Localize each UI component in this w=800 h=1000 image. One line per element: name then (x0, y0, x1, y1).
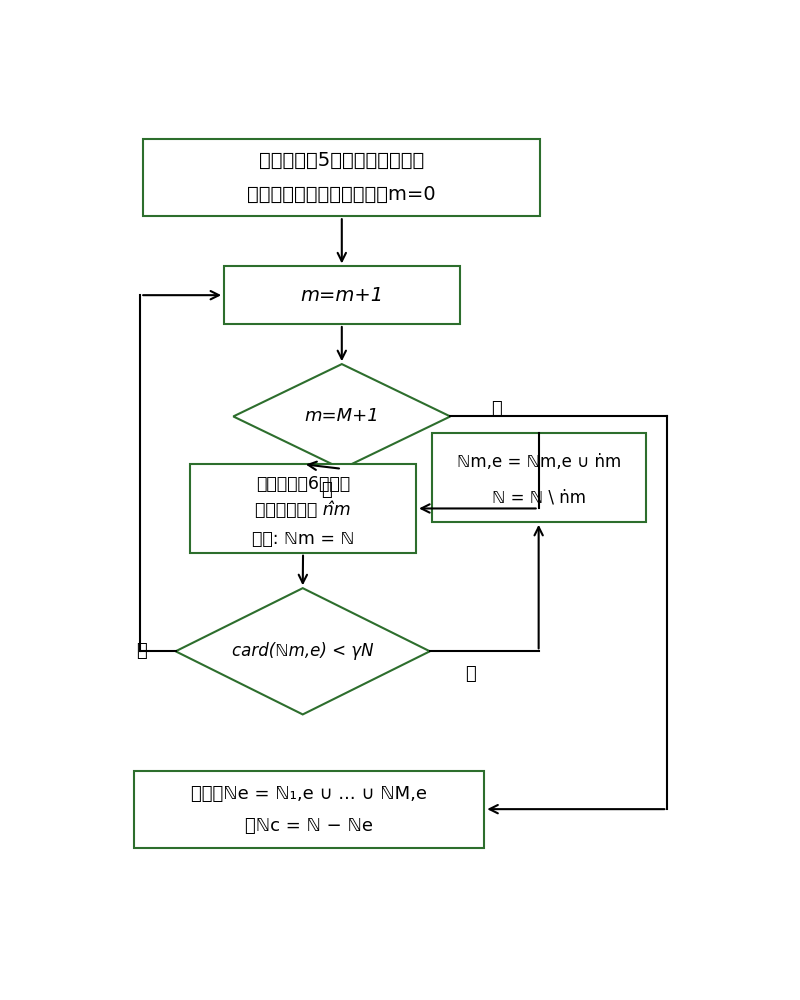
Text: m=M+1: m=M+1 (305, 407, 379, 425)
Text: card(ℕm,e) < γN: card(ℕm,e) < γN (232, 642, 374, 660)
Text: 得到：ℕe = ℕ₁,e ∪ ... ∪ ℕM,e: 得到：ℕe = ℕ₁,e ∪ ... ∪ ℕM,e (191, 785, 427, 803)
Text: 否: 否 (321, 481, 332, 499)
Text: 根据公式（6），选: 根据公式（6），选 (256, 475, 350, 493)
Bar (432, 433, 646, 522)
Text: ℕm,e = ℕm,e ∪ ṅm: ℕm,e = ℕm,e ∪ ṅm (457, 453, 621, 471)
Bar (190, 464, 416, 553)
Text: 是: 是 (491, 400, 502, 418)
Polygon shape (234, 364, 450, 469)
Text: 根据公式（5），计算每个接入: 根据公式（5），计算每个接入 (259, 151, 425, 170)
Bar (134, 771, 485, 848)
Text: m=m+1: m=m+1 (300, 286, 383, 305)
Text: 且ℕc = ℕ − ℕe: 且ℕc = ℕ − ℕe (246, 817, 374, 835)
Text: 否: 否 (136, 642, 147, 660)
Text: 是: 是 (465, 665, 475, 683)
Bar (224, 266, 459, 324)
Text: 择最优子载波 n̂m: 择最优子载波 n̂m (255, 501, 351, 519)
Bar (143, 139, 540, 216)
Text: 点边缘用户数据速率。并设m=0: 点边缘用户数据速率。并设m=0 (247, 185, 436, 204)
Text: 并设: ℕm = ℕ: 并设: ℕm = ℕ (252, 530, 354, 548)
Polygon shape (176, 588, 430, 714)
Text: ℕ = ℕ \ ṅm: ℕ = ℕ \ ṅm (492, 488, 586, 506)
